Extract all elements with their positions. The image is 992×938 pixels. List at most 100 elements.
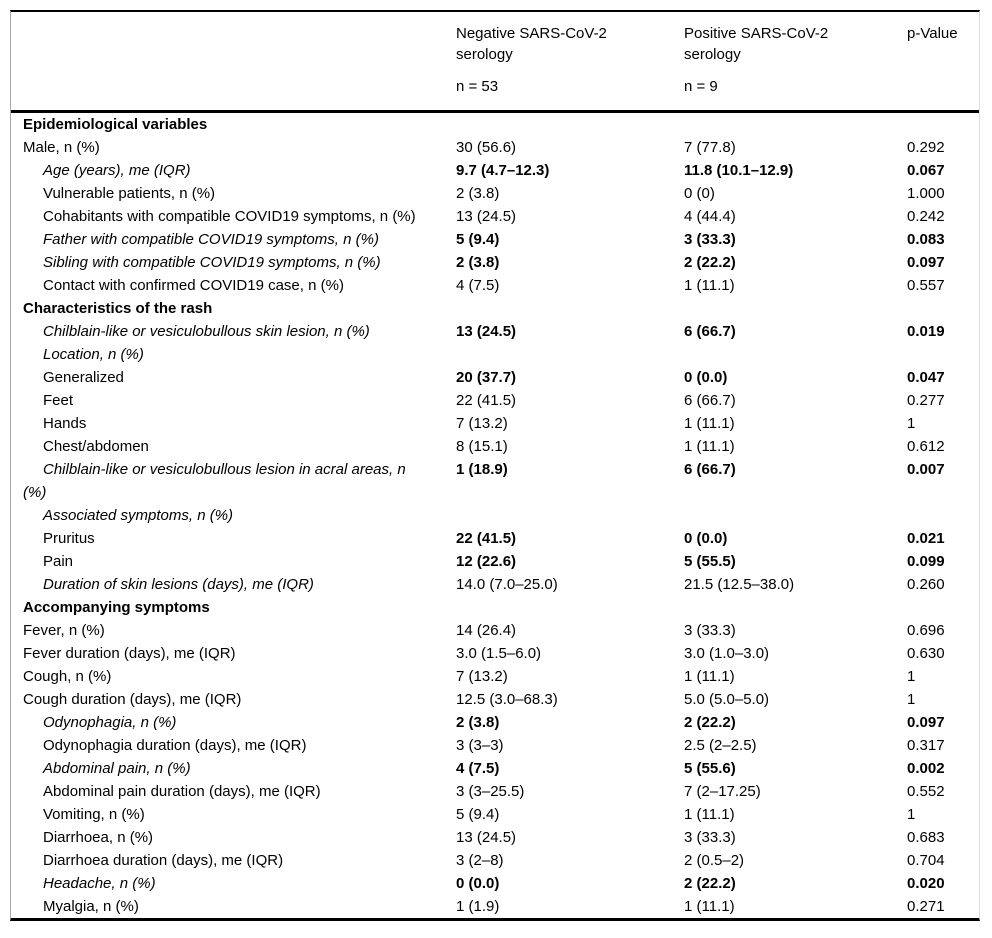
value-positive: 3 (33.3) (684, 231, 736, 248)
value-positive: 2 (22.2) (684, 875, 736, 892)
header-pvalue: p-Value (907, 12, 979, 113)
row-label: Myalgia, n (%) (43, 898, 139, 915)
value-pvalue: 1 (907, 806, 916, 823)
table-row: Associated symptoms, n (%) (11, 504, 979, 527)
value-positive: 11.8 (10.1–12.9) (684, 162, 794, 179)
value-negative: 0 (0.0) (456, 875, 500, 892)
value-pvalue: 0.067 (907, 162, 945, 179)
value-positive: 3 (33.3) (684, 829, 736, 846)
table-row: Contact with confirmed COVID19 case, n (… (11, 274, 979, 297)
value-negative: 13 (24.5) (456, 208, 517, 225)
value-positive: 1 (11.1) (684, 438, 735, 455)
header-positive-serology: Positive SARS-CoV-2 serology n = 9 (684, 12, 907, 113)
table-row: Headache, n (%) 0 (0.0) 2 (22.2) 0.020 (11, 872, 979, 895)
value-negative: 1 (1.9) (456, 898, 500, 915)
row-label: Odynophagia duration (days), me (IQR) (43, 737, 307, 754)
value-pvalue: 0.007 (907, 461, 945, 478)
row-label: Contact with confirmed COVID19 case, n (… (43, 277, 344, 294)
value-positive: 2 (22.2) (684, 714, 736, 731)
row-label: Father with compatible COVID19 symptoms,… (43, 231, 379, 248)
value-negative: 12.5 (3.0–68.3) (456, 691, 558, 708)
table-row: Myalgia, n (%) 1 (1.9) 1 (11.1) 0.271 (11, 895, 979, 918)
value-negative: 2 (3.8) (456, 254, 500, 271)
positive-serology-title: Positive SARS-CoV-2 serology (684, 25, 829, 63)
value-pvalue: 0.020 (907, 875, 945, 892)
value-negative: 7 (13.2) (456, 415, 508, 432)
value-negative: 5 (9.4) (456, 806, 500, 823)
value-pvalue (907, 504, 979, 527)
row-label: Diarrhoea, n (%) (43, 829, 154, 846)
table-row: Location, n (%) (11, 343, 979, 366)
table-row: Chest/abdomen 8 (15.1) 1 (11.1) 0.612 (11, 435, 979, 458)
value-negative: 3.0 (1.5–6.0) (456, 645, 542, 662)
row-label: Hands (43, 415, 87, 432)
value-pvalue: 0.630 (907, 645, 945, 662)
negative-serology-count: n = 53 (456, 78, 499, 95)
value-positive: 6 (66.7) (684, 392, 736, 409)
table-row: Chilblain-like or vesiculobullous lesion… (11, 458, 979, 504)
value-pvalue: 0.271 (907, 898, 945, 915)
value-negative: 30 (56.6) (456, 139, 517, 156)
section-header: Characteristics of the rash (23, 300, 213, 317)
value-positive: 21.5 (12.5–38.0) (684, 576, 795, 593)
row-label: Pain (43, 553, 74, 570)
table-row: Fever, n (%) 14 (26.4) 3 (33.3) 0.696 (11, 619, 979, 642)
value-pvalue: 0.557 (907, 277, 945, 294)
value-negative: 8 (15.1) (456, 438, 508, 455)
header-empty-cell (11, 12, 456, 113)
row-label: Duration of skin lesions (days), me (IQR… (43, 576, 314, 593)
value-negative: 3 (3–25.5) (456, 783, 525, 800)
section-header: Epidemiological variables (23, 116, 208, 133)
value-negative: 9.7 (4.7–12.3) (456, 162, 550, 179)
row-label: Abdominal pain duration (days), me (IQR) (43, 783, 321, 800)
value-pvalue: 0.002 (907, 760, 945, 777)
value-positive: 0 (0.0) (684, 530, 728, 547)
row-label: Headache, n (%) (43, 875, 156, 892)
positive-serology-count: n = 9 (684, 78, 718, 95)
table-row: Male, n (%) 30 (56.6) 7 (77.8) 0.292 (11, 136, 979, 159)
row-label: Abdominal pain, n (%) (43, 760, 191, 777)
value-pvalue: 0.552 (907, 783, 945, 800)
value-pvalue: 1 (907, 691, 916, 708)
value-pvalue: 0.047 (907, 369, 945, 386)
value-pvalue: 1 (907, 668, 916, 685)
value-positive: 5 (55.6) (684, 760, 736, 777)
value-positive: 1 (11.1) (684, 806, 735, 823)
value-pvalue: 0.612 (907, 438, 945, 455)
row-label: Age (years), me (IQR) (43, 162, 191, 179)
table-row: Cough duration (days), me (IQR) 12.5 (3.0… (11, 688, 979, 711)
table-row: Pain 12 (22.6) 5 (55.5) 0.099 (11, 550, 979, 573)
header-negative-serology: Negative SARS-CoV-2 serology n = 53 (456, 12, 684, 113)
table-row: Duration of skin lesions (days), me (IQR… (11, 573, 979, 596)
value-positive: 1 (11.1) (684, 415, 735, 432)
value-positive: 1 (11.1) (684, 277, 735, 294)
value-pvalue: 0.021 (907, 530, 945, 547)
value-positive: 1 (11.1) (684, 898, 735, 915)
table-row: Hands 7 (13.2) 1 (11.1) 1 (11, 412, 979, 435)
value-pvalue: 0.097 (907, 714, 945, 731)
table-row: Vulnerable patients, n (%) 2 (3.8) 0 (0) 1.… (11, 182, 979, 205)
row-label: Associated symptoms, n (%) (43, 507, 234, 524)
value-positive: 0 (0) (684, 185, 715, 202)
value-pvalue: 0.704 (907, 852, 945, 869)
value-negative: 5 (9.4) (456, 231, 500, 248)
table-row: Cough, n (%) 7 (13.2) 1 (11.1) 1 (11, 665, 979, 688)
section-row: Characteristics of the rash (11, 297, 979, 320)
value-negative: 4 (7.5) (456, 277, 500, 294)
value-positive: 2 (22.2) (684, 254, 736, 271)
value-positive: 7 (77.8) (684, 139, 736, 156)
value-negative: 7 (13.2) (456, 668, 508, 685)
table-row: Abdominal pain duration (days), me (IQR)… (11, 780, 979, 803)
value-negative: 12 (22.6) (456, 553, 517, 570)
table-row: Chilblain-like or vesiculobullous skin l… (11, 320, 979, 343)
value-pvalue: 0.696 (907, 622, 945, 639)
value-positive: 3 (33.3) (684, 622, 736, 639)
table-body: Epidemiological variables Male, n (%) 30 (… (11, 112, 979, 919)
serology-comparison-table: Negative SARS-CoV-2 serology n = 53 Posi… (11, 12, 979, 918)
row-label: Chest/abdomen (43, 438, 149, 455)
value-positive: 6 (66.7) (684, 323, 736, 340)
row-label: Generalized (43, 369, 124, 386)
row-label: Odynophagia, n (%) (43, 714, 177, 731)
value-pvalue: 0.292 (907, 139, 945, 156)
value-negative: 20 (37.7) (456, 369, 517, 386)
